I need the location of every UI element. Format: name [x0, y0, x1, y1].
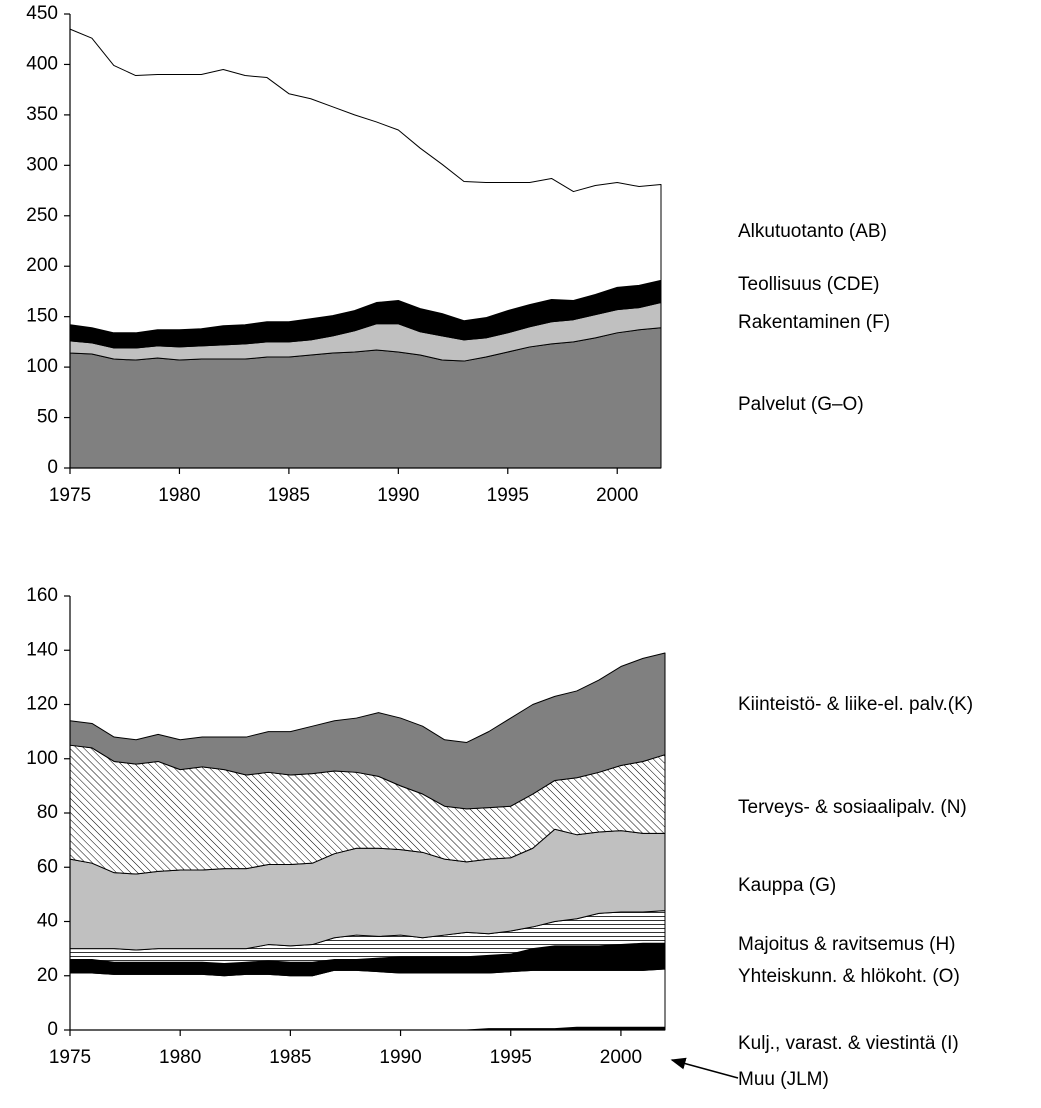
y-tick-label: 100 — [26, 356, 58, 377]
legend-label: Majoitus & ravitsemus (H) — [738, 934, 956, 955]
x-tick-label: 1975 — [49, 485, 91, 506]
y-tick-label: 80 — [37, 802, 58, 823]
y-tick-label: 0 — [47, 457, 58, 478]
legend-label: Terveys- & sosiaalipalv. (N) — [738, 797, 967, 818]
legend-label: Kiinteistö- & liike-el. palv.(K) — [738, 694, 973, 715]
x-tick-label: 1990 — [377, 485, 419, 506]
area-band — [69, 968, 666, 1031]
y-tick-label: 120 — [26, 694, 58, 715]
y-tick-label: 350 — [26, 104, 58, 125]
y-tick-label: 20 — [37, 965, 58, 986]
y-tick-label: 140 — [26, 639, 58, 660]
x-tick-label: 2000 — [600, 1047, 642, 1068]
y-tick-label: 300 — [26, 154, 58, 175]
x-tick-label: 1980 — [158, 485, 200, 506]
y-tick-label: 60 — [37, 856, 58, 877]
legend-label: Yhteiskunn. & hlökoht. (O) — [738, 966, 960, 987]
y-tick-label: 150 — [26, 306, 58, 327]
x-tick-label: 1995 — [487, 485, 529, 506]
legend-label: Alkutuotanto (AB) — [738, 221, 887, 242]
y-tick-label: 400 — [26, 53, 58, 74]
y-tick-label: 250 — [26, 205, 58, 226]
legend-label: Kauppa (G) — [738, 875, 836, 896]
x-tick-label: 1975 — [49, 1047, 91, 1068]
legend-label: Kulj., varast. & viestintä (I) — [738, 1033, 959, 1054]
y-tick-label: 100 — [26, 748, 58, 769]
y-tick-label: 50 — [37, 407, 58, 428]
legend-label: Rakentaminen (F) — [738, 312, 890, 333]
area-band — [69, 28, 662, 334]
x-tick-label: 1985 — [268, 485, 310, 506]
pointer-arrow — [670, 1057, 739, 1079]
y-tick-label: 160 — [26, 585, 58, 606]
x-tick-label: 1990 — [379, 1047, 421, 1068]
legend-label: Teollisuus (CDE) — [738, 274, 879, 295]
y-tick-label: 40 — [37, 911, 58, 932]
x-tick-label: 1980 — [159, 1047, 201, 1068]
legend-label: Muu (JLM) — [738, 1069, 829, 1090]
x-tick-label: 1995 — [490, 1047, 532, 1068]
legend-label: Palvelut (G–O) — [738, 394, 864, 415]
x-tick-label: 1985 — [269, 1047, 311, 1068]
y-tick-label: 450 — [26, 3, 58, 24]
area-band — [69, 652, 666, 810]
x-tick-label: 2000 — [596, 485, 638, 506]
y-tick-label: 0 — [47, 1019, 58, 1040]
y-tick-label: 200 — [26, 255, 58, 276]
